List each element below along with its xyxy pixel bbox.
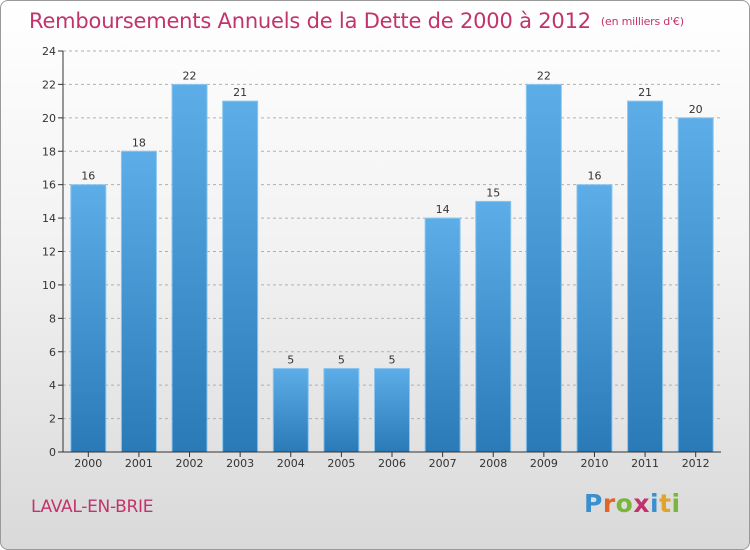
bar xyxy=(272,367,309,453)
x-tick-label: 2009 xyxy=(530,457,558,470)
y-tick-label: 22 xyxy=(42,78,56,91)
logo-letter: x xyxy=(633,489,650,518)
bar-value-label: 5 xyxy=(389,353,396,366)
y-tick-label: 20 xyxy=(42,112,56,125)
x-tick-label: 2001 xyxy=(125,457,153,470)
y-tick-label: 2 xyxy=(49,413,56,426)
logo-letter: P xyxy=(584,489,603,518)
x-tick-label: 2007 xyxy=(429,457,457,470)
bar xyxy=(576,184,613,453)
bars xyxy=(70,83,714,453)
bar-value-label: 22 xyxy=(537,69,551,82)
x-tick-label: 2008 xyxy=(479,457,507,470)
bar-value-label: 22 xyxy=(183,69,197,82)
x-tick-label: 2010 xyxy=(580,457,608,470)
x-tick-label: 2004 xyxy=(277,457,305,470)
x-tick-label: 2000 xyxy=(74,457,102,470)
chart-title-unit: (en milliers d'€) xyxy=(600,15,684,28)
x-tick-label: 2003 xyxy=(226,457,254,470)
bar xyxy=(171,83,208,453)
bar xyxy=(627,100,664,453)
bar xyxy=(323,367,360,453)
bar-value-label: 5 xyxy=(338,353,345,366)
y-tick-label: 14 xyxy=(42,212,56,225)
bar xyxy=(525,83,562,453)
x-tick-label: 2012 xyxy=(682,457,710,470)
y-tick-label: 24 xyxy=(42,45,56,58)
y-tick-label: 12 xyxy=(42,246,56,259)
x-tick-label: 2006 xyxy=(378,457,406,470)
bar-value-label: 21 xyxy=(233,86,247,99)
bar-value-label: 20 xyxy=(689,103,703,116)
y-tick-label: 16 xyxy=(42,179,56,192)
axes xyxy=(58,50,721,457)
bar-value-label: 15 xyxy=(486,186,500,199)
y-tick-label: 10 xyxy=(42,279,56,292)
logo-letter: i xyxy=(650,489,660,518)
bar xyxy=(424,217,461,453)
logo-letter: t xyxy=(659,489,672,518)
bar xyxy=(70,184,107,453)
y-tick-label: 8 xyxy=(49,312,56,325)
bar xyxy=(677,117,714,453)
bar xyxy=(222,100,259,453)
labels: 0246810121416182022241620001820012220022… xyxy=(42,45,710,470)
location-label: LAVAL-EN-BRIE xyxy=(31,497,154,517)
bar xyxy=(374,367,410,453)
y-tick-label: 18 xyxy=(42,145,56,158)
proxiti-logo: Proxiti xyxy=(584,489,681,518)
bar-value-label: 14 xyxy=(436,203,450,216)
x-tick-label: 2002 xyxy=(176,457,204,470)
x-tick-label: 2005 xyxy=(327,457,355,470)
bar-value-label: 21 xyxy=(638,86,652,99)
bar-value-label: 18 xyxy=(132,136,146,149)
bar xyxy=(475,200,512,453)
y-tick-label: 4 xyxy=(49,379,56,392)
bar-value-label: 5 xyxy=(287,353,294,366)
logo-letter: o xyxy=(615,489,634,518)
bar-value-label: 16 xyxy=(587,170,601,183)
x-tick-label: 2011 xyxy=(631,457,659,470)
logo-letter: r xyxy=(602,489,616,518)
logo-letter: i xyxy=(671,489,681,518)
chart-title: Remboursements Annuels de la Dette de 20… xyxy=(29,9,684,33)
bar-value-label: 16 xyxy=(81,170,95,183)
chart-title-text: Remboursements Annuels de la Dette de 20… xyxy=(29,9,591,33)
y-tick-label: 0 xyxy=(49,446,56,459)
bar xyxy=(120,150,157,453)
y-tick-label: 6 xyxy=(49,346,56,359)
